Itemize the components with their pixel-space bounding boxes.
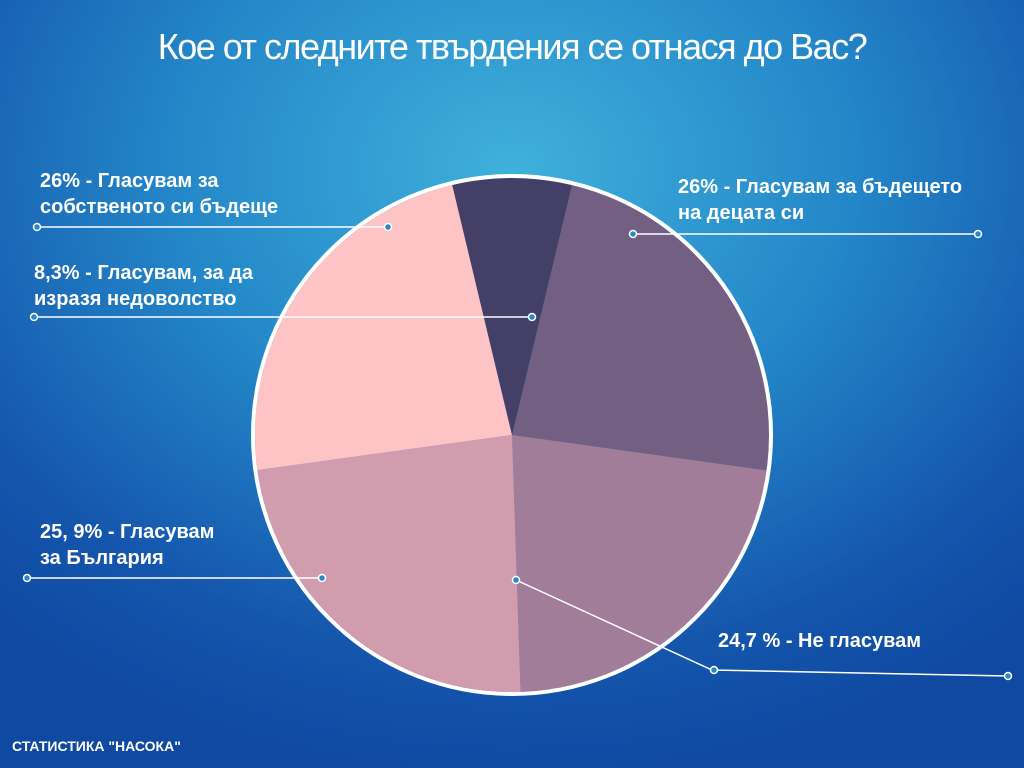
label-own-future: 26% - Гласувам за собственото си бъдеще bbox=[40, 168, 278, 220]
leader-dot bbox=[32, 222, 42, 232]
leader-dot bbox=[1003, 671, 1013, 681]
label-bulgaria-line1: 25, 9% - Гласувам bbox=[40, 521, 215, 543]
pie-slice bbox=[512, 185, 769, 471]
label-discontent-line2: изразя недоволство bbox=[34, 288, 237, 310]
label-own-future-line2: собственото си бъдеще bbox=[40, 196, 279, 218]
pie-outline bbox=[251, 174, 773, 696]
pie-slice bbox=[254, 185, 512, 471]
leader-dot bbox=[511, 575, 521, 585]
label-bulgaria-line2: за България bbox=[40, 547, 164, 569]
label-future-children-line2: на децата си bbox=[678, 202, 805, 224]
leader-dot bbox=[973, 229, 983, 239]
pie-slice bbox=[452, 177, 572, 435]
chart-title: Кое от следните твърдения се отнася до В… bbox=[157, 26, 868, 67]
leader-dot bbox=[628, 229, 638, 239]
leader-dot bbox=[709, 665, 719, 675]
label-future-children-line1: 26% - Гласувам за бъдещето bbox=[678, 176, 963, 198]
label-discontent-line1: 8,3% - Гласувам, за да bbox=[34, 262, 254, 284]
leader-dot bbox=[383, 222, 393, 232]
label-not-voting-line1: 24,7 % - Не гласувам bbox=[718, 630, 922, 652]
pie-slice bbox=[257, 435, 521, 693]
footer-source: СТАТИСТИКА "НАСОКА" bbox=[12, 738, 181, 754]
label-future-children: 26% - Гласувам за бъдещето на децата си bbox=[678, 174, 962, 226]
leader-dot bbox=[29, 312, 39, 322]
leader-dot bbox=[317, 573, 327, 583]
leader-dot bbox=[527, 312, 537, 322]
pie-slice bbox=[512, 435, 767, 692]
label-not-voting: 24,7 % - Не гласувам bbox=[718, 628, 921, 654]
label-own-future-line1: 26% - Гласувам за bbox=[40, 170, 219, 192]
leader-dot bbox=[22, 573, 32, 583]
label-bulgaria: 25, 9% - Гласувам за България bbox=[40, 519, 214, 571]
label-discontent: 8,3% - Гласувам, за да изразя недоволств… bbox=[34, 260, 253, 312]
